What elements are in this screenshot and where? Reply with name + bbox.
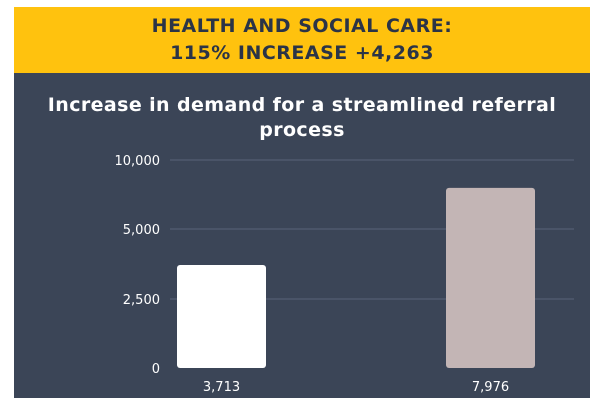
- y-tick-label: 10,000: [115, 154, 161, 169]
- headline-line-1: HEALTH AND SOCIAL CARE:: [151, 15, 453, 37]
- bar: [177, 265, 266, 368]
- y-tick-label: 2,500: [123, 293, 160, 308]
- bar: [446, 187, 535, 368]
- y-tick-label: 0: [152, 362, 160, 377]
- bar-chart: 0 2,500 5,000 10,000 3,713 7,976: [115, 154, 574, 395]
- bar-value-label: 7,976: [472, 380, 509, 395]
- headline-banner: HEALTH AND SOCIAL CARE: 115% INCREASE +4…: [14, 7, 590, 73]
- bar-value-label: 3,713: [203, 380, 240, 395]
- chart-title: Increase in demand for a streamlined ref…: [47, 94, 557, 141]
- infographic-panel: HEALTH AND SOCIAL CARE: 115% INCREASE +4…: [14, 7, 590, 398]
- headline-line-2: 115% INCREASE +4,263: [170, 42, 434, 64]
- y-tick-label: 5,000: [123, 223, 160, 238]
